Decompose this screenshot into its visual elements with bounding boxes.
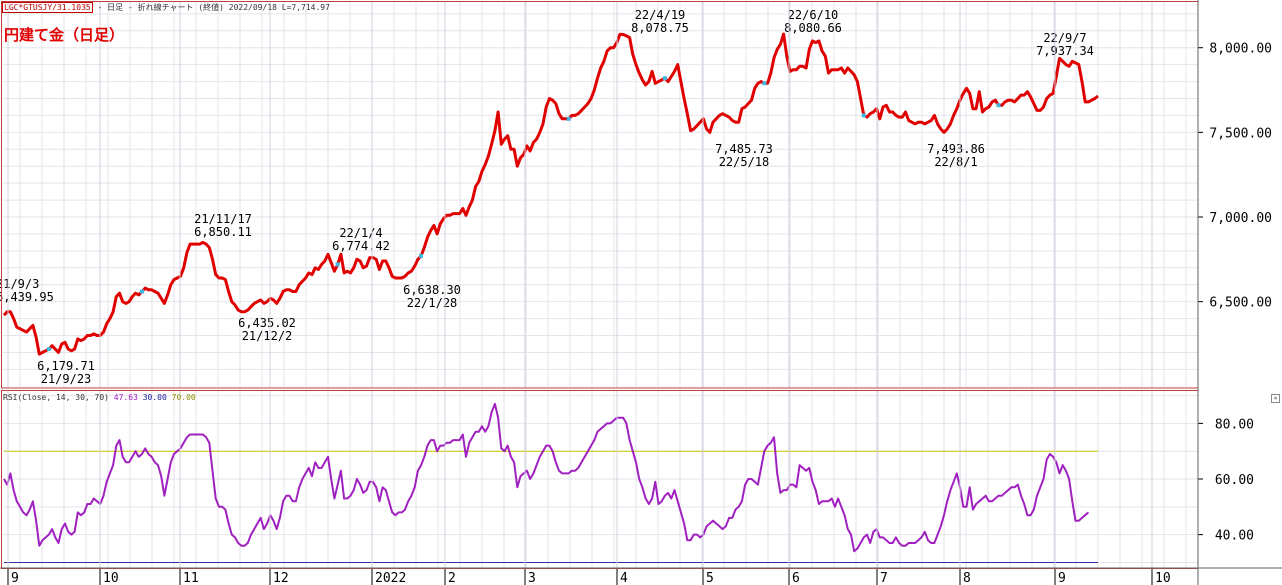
rsi-header: RSI(Close, 14, 30, 70) 47.63 30.00 70.00 xyxy=(3,393,196,402)
annotation-line1: 6,435.02 xyxy=(238,316,296,330)
annotation-line2: 22/8/1 xyxy=(934,155,977,169)
price-marker xyxy=(566,116,571,121)
x-tick-label: 2 xyxy=(448,571,456,585)
x-tick-label: 7 xyxy=(880,571,888,585)
price-marker xyxy=(762,81,767,86)
price-panel-frame xyxy=(1,1,1199,389)
x-tick-label: 12 xyxy=(273,571,289,585)
annotation-line1: 22/1/4 xyxy=(339,226,382,240)
annotation-line1: 21/9/3 xyxy=(0,277,39,291)
x-tick-label: 4 xyxy=(620,571,628,585)
annotation-line2: 21/12/2 xyxy=(242,329,293,343)
annotation-line1: 6,179.71 xyxy=(37,359,95,373)
price-markers xyxy=(46,76,1001,352)
x-tick-label: 3 xyxy=(528,571,536,585)
rsi-y-tick-label: 40.00 xyxy=(1215,529,1254,544)
header-info: - 日足 - 折れ線チャート (終値) 2022/09/18 L=7,714.9… xyxy=(92,3,330,12)
annotation-line1: 22/6/10 xyxy=(788,8,839,22)
rsi-value: 47.63 xyxy=(113,393,138,402)
price-y-tick-label: 6,500.00 xyxy=(1209,296,1272,311)
rsi-close-button[interactable]: × xyxy=(1271,394,1280,403)
annotation-line1: 6,638.30 xyxy=(403,283,461,297)
annotation-line1: 7,485.73 xyxy=(715,142,773,156)
price-y-axis: 8,000.00 7,500.00 7,000.00 6,500.00 xyxy=(1198,42,1272,311)
price-y-tick-label: 7,500.00 xyxy=(1209,126,1272,141)
chart-title: 円建て金（日足） xyxy=(4,26,125,44)
annotation-line1: 22/4/19 xyxy=(635,8,686,22)
annotation-line1: 21/11/17 xyxy=(194,212,252,226)
annotation-line2: 8,078.75 xyxy=(631,21,689,35)
price-marker xyxy=(861,113,866,118)
price-grid xyxy=(3,2,1198,388)
price-marker xyxy=(419,253,424,258)
rsi-y-tick-label: 60.00 xyxy=(1215,473,1254,488)
annotation-line1: 22/9/7 xyxy=(1043,31,1086,45)
x-tick-label: 9 xyxy=(1058,571,1066,585)
x-tick-label: 10 xyxy=(103,571,119,585)
annotation-line2: 6,850.11 xyxy=(194,225,252,239)
price-series-line xyxy=(2,32,1099,356)
price-annotation: 22/4/198,078.75 xyxy=(631,8,689,35)
x-tick-label: 11 xyxy=(183,571,199,585)
symbol-label: LGC*GTUSJY/31.1035 xyxy=(2,2,93,13)
x-tick-label: 6 xyxy=(792,571,800,585)
price-marker xyxy=(139,289,144,294)
x-axis: 9 10 11 12 2022 2 3 4 5 6 7 8 9 10 xyxy=(7,2,1171,585)
price-annotation: 22/6/108,080.66 xyxy=(784,8,842,35)
rsi-high-value: 70.00 xyxy=(171,393,196,402)
annotation-line2: 21/9/23 xyxy=(41,372,92,386)
x-tick-label: 10 xyxy=(1155,571,1171,585)
annotation-line2: 7,937.34 xyxy=(1036,44,1094,58)
annotation-line2: 22/5/18 xyxy=(719,155,770,169)
price-marker xyxy=(46,347,51,352)
rsi-low-value: 30.00 xyxy=(142,393,167,402)
price-annotation: 21/9/36,439.95 xyxy=(0,277,54,304)
x-tick-label: 5 xyxy=(706,571,714,585)
annotation-line2: 6,439.95 xyxy=(0,290,54,304)
price-marker xyxy=(662,76,667,81)
price-annotation: 22/1/46,774.42 xyxy=(332,226,390,253)
annotation-line2: 22/1/28 xyxy=(407,296,458,310)
price-y-tick-label: 8,000.00 xyxy=(1209,42,1272,57)
annotation-line2: 6,774.42 xyxy=(332,239,390,253)
price-annotation: 21/11/176,850.11 xyxy=(194,212,252,239)
price-marker xyxy=(996,103,1001,108)
rsi-label: RSI(Close, 14, 30, 70) xyxy=(3,393,109,402)
rsi-y-axis: 80.00 60.00 40.00 xyxy=(1198,417,1254,544)
rsi-y-tick-label: 80.00 xyxy=(1215,417,1254,432)
annotation-line1: 7,493.86 xyxy=(927,142,985,156)
rsi-series-line xyxy=(3,402,1090,553)
rsi-grid xyxy=(3,390,1198,568)
x-tick-label: 2022 xyxy=(375,571,406,585)
chart-header: LGC*GTUSJY/31.1035 - 日足 - 折れ線チャート (終値) 2… xyxy=(2,2,330,13)
x-tick-label: 9 xyxy=(11,571,19,585)
x-tick-label: 8 xyxy=(963,571,971,585)
annotation-line2: 8,080.66 xyxy=(784,21,842,35)
price-annotation: 22/9/77,937.34 xyxy=(1036,31,1094,58)
price-y-tick-label: 7,000.00 xyxy=(1209,211,1272,226)
price-marker xyxy=(335,262,340,267)
